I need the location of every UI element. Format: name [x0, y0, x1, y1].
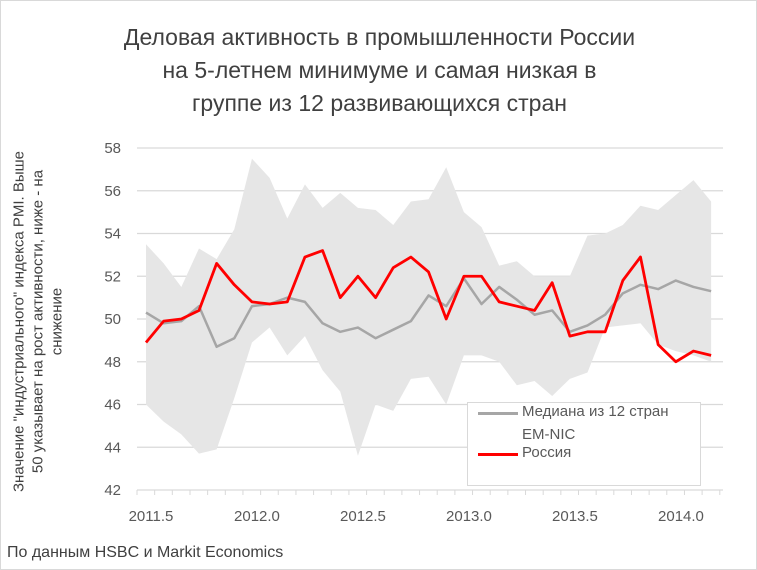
- y-tick-label: 48: [104, 354, 121, 371]
- y-tick-label: 56: [104, 183, 121, 200]
- title-line: группе из 12 развивающихся стран: [192, 90, 567, 116]
- source-note: По данным HSBC и Markit Economics: [7, 544, 284, 561]
- legend-median-swatch: [478, 412, 518, 415]
- legend-russia-swatch: [478, 453, 518, 456]
- chart-title: Деловая активность в промышленности Росс…: [1, 21, 756, 120]
- y-tick-label: 58: [104, 140, 121, 157]
- legend-median-label: Медиана из 12 стран: [522, 403, 669, 420]
- y-tick-label: 52: [104, 268, 121, 285]
- legend: Медиана из 12 стран EM-NIC Россия: [467, 402, 701, 486]
- x-tick-label: 2012.0: [234, 508, 280, 525]
- title-line: Деловая активность в промышленности Росс…: [123, 24, 636, 50]
- y-tick-label: 42: [104, 482, 121, 499]
- title-line: на 5-летнем минимуме и самая низкая в: [162, 57, 597, 83]
- y-tick-label: 50: [104, 311, 121, 328]
- y-tick-label: 46: [104, 397, 121, 414]
- y-tick-label: 44: [104, 439, 121, 456]
- x-tick-label: 2013.5: [552, 508, 598, 525]
- x-tick-label: 2012.5: [340, 508, 386, 525]
- legend-russia-label: Россия: [522, 444, 572, 461]
- legend-median-label2: EM-NIC: [522, 426, 576, 443]
- x-tick-label: 2014.0: [658, 508, 704, 525]
- x-tick-label: 2011.5: [129, 508, 174, 525]
- y-tick-label: 54: [104, 226, 121, 243]
- russia-line: [144, 249, 712, 364]
- x-tick-label: 2013.0: [446, 508, 492, 525]
- range-band: [146, 158, 712, 456]
